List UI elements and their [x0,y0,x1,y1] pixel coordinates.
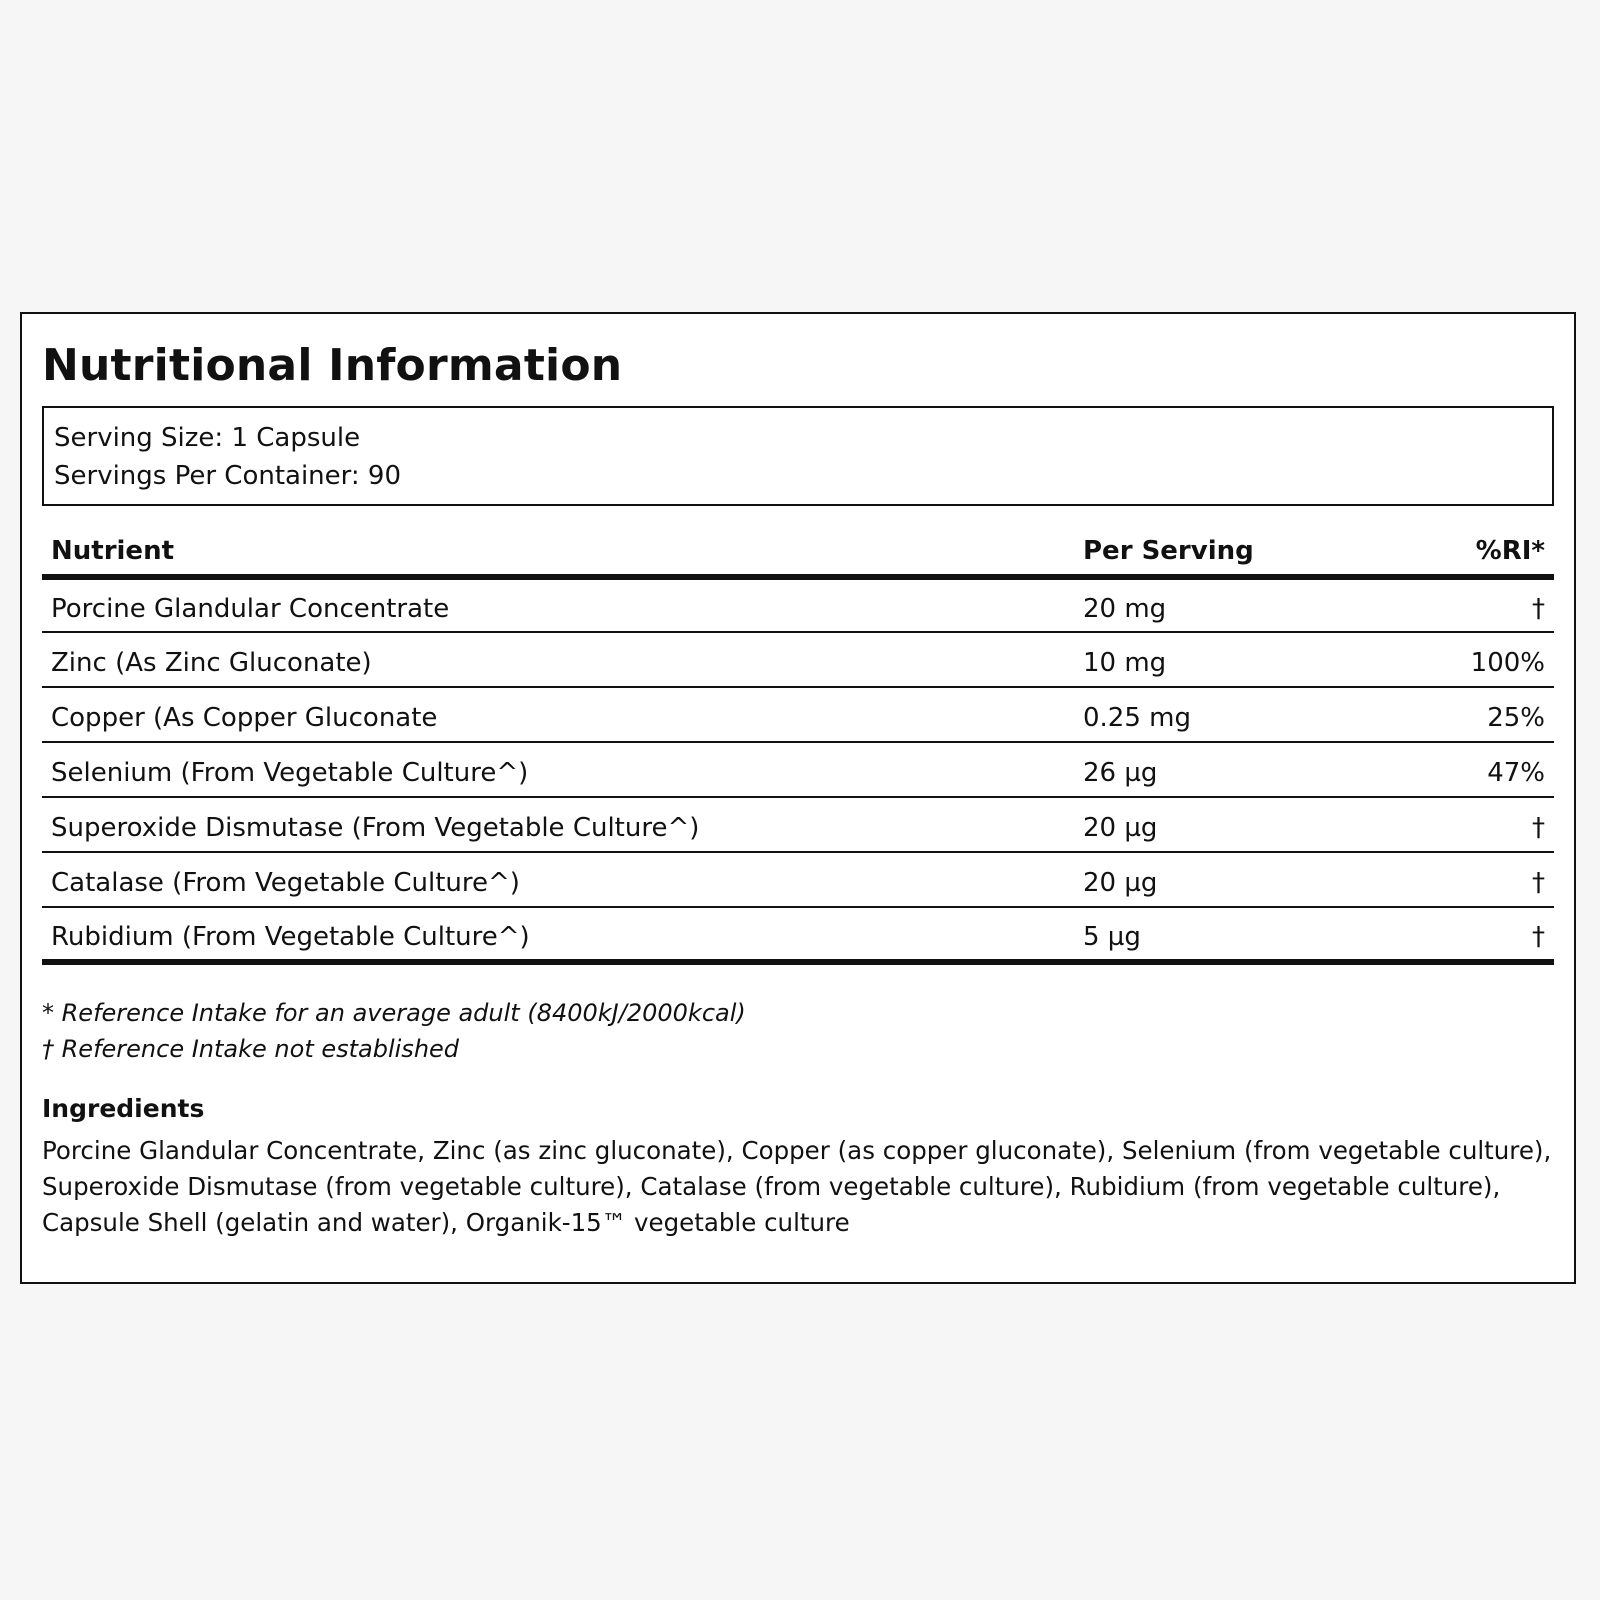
serving-info-box: Serving Size: 1 Capsule Servings Per Con… [42,406,1554,506]
nutrient-name: Selenium (From Vegetable Culture^) [42,742,1074,798]
nutrient-ri: † [1374,577,1554,633]
nutrient-ri: 47% [1374,742,1554,798]
nutrient-ri: † [1374,852,1554,908]
nutrient-name: Porcine Glandular Concentrate [42,577,1074,633]
header-nutrient: Nutrient [42,528,1074,580]
nutrient-name: Rubidium (From Vegetable Culture^) [42,907,1074,965]
table-row: Porcine Glandular Concentrate 20 mg † [42,577,1554,633]
nutrient-name: Superoxide Dismutase (From Vegetable Cul… [42,797,1074,853]
panel-title: Nutritional Information [42,340,623,391]
ingredients-heading: Ingredients [42,1094,205,1123]
table-row: Superoxide Dismutase (From Vegetable Cul… [42,797,1554,853]
ingredients-text: Porcine Glandular Concentrate, Zinc (as … [42,1136,1552,1237]
nutrient-amount: 20 µg [1074,797,1374,853]
nutrient-name: Catalase (From Vegetable Culture^) [42,852,1074,908]
dagger-footnote: † Reference Intake not established [42,1035,460,1063]
ri-footnote: * Reference Intake for an average adult … [42,999,746,1027]
footnotes: * Reference Intake for an average adult … [42,995,1554,1067]
nutrient-ri: † [1374,907,1554,965]
nutrition-panel: Nutritional Information Serving Size: 1 … [20,312,1576,1284]
nutrient-amount: 10 mg [1074,632,1374,688]
servings-per-container: Servings Per Container: 90 [54,461,402,491]
nutrient-name: Copper (As Copper Gluconate [42,687,1074,743]
nutrient-table: Nutrient Per Serving %RI* Porcine Glandu… [42,528,1554,965]
header-ri: %RI* [1374,528,1554,580]
nutrient-ri: † [1374,797,1554,853]
nutrient-ri: 100% [1374,632,1554,688]
nutrient-amount: 5 µg [1074,907,1374,965]
table-row: Copper (As Copper Gluconate 0.25 mg 25% [42,687,1554,743]
table-header-row: Nutrient Per Serving %RI* [42,528,1554,580]
table-row: Catalase (From Vegetable Culture^) 20 µg… [42,852,1554,908]
nutrient-name: Zinc (As Zinc Gluconate) [42,632,1074,688]
nutrient-amount: 26 µg [1074,742,1374,798]
table-row: Selenium (From Vegetable Culture^) 26 µg… [42,742,1554,798]
nutrient-amount: 20 mg [1074,577,1374,633]
header-per-serving: Per Serving [1074,528,1374,580]
nutrient-amount: 20 µg [1074,852,1374,908]
table-row: Rubidium (From Vegetable Culture^) 5 µg … [42,907,1554,965]
nutrient-ri: 25% [1374,687,1554,743]
table-row: Zinc (As Zinc Gluconate) 10 mg 100% [42,632,1554,688]
serving-size: Serving Size: 1 Capsule [54,423,361,453]
nutrient-amount: 0.25 mg [1074,687,1374,743]
